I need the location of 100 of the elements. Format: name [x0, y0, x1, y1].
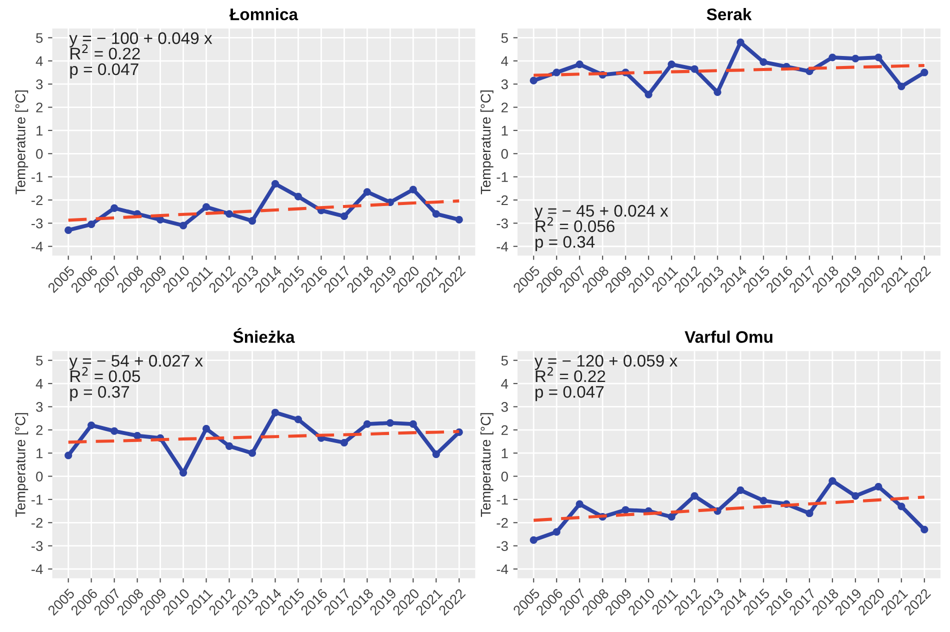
y-tick-label: 2	[36, 102, 43, 112]
point	[828, 477, 836, 485]
point	[202, 424, 210, 433]
line-series	[66, 199, 461, 222]
y-tick-label: 4	[501, 56, 508, 66]
y-tick-label: 5	[501, 356, 508, 366]
point	[202, 203, 210, 211]
point	[110, 204, 118, 212]
point	[530, 536, 538, 544]
y-tick-label: -2	[31, 195, 43, 206]
point	[552, 528, 560, 536]
y-tick-label: -4	[496, 242, 508, 252]
point	[225, 442, 234, 450]
y-tick-label: 0	[501, 148, 508, 159]
point	[363, 188, 372, 196]
point	[340, 212, 348, 220]
annotation: p = 0.047	[70, 63, 138, 78]
point	[271, 180, 280, 188]
y-tick-label: 1	[36, 126, 43, 136]
point	[179, 222, 188, 230]
point	[898, 502, 906, 510]
line-series	[532, 496, 926, 522]
y-tick-label: 4	[36, 56, 43, 66]
point	[668, 60, 676, 68]
point	[340, 438, 348, 446]
point	[644, 90, 652, 98]
point	[760, 496, 768, 504]
y-tick-label: 1	[502, 126, 508, 136]
chart-title: Varful Omu	[684, 330, 772, 343]
chart-title: Łomnica	[229, 8, 298, 20]
y-tick-label: -3	[496, 541, 508, 551]
point	[622, 506, 630, 514]
y-tick-label: 3	[501, 402, 508, 412]
y-tick-label: -3	[31, 541, 43, 551]
y-tick-label: 2	[501, 102, 508, 112]
y-tick-label: 0	[501, 472, 508, 482]
y-tick-label: 5	[36, 33, 43, 43]
point	[874, 482, 882, 491]
point	[668, 513, 676, 521]
point	[852, 54, 860, 62]
point	[248, 449, 256, 457]
y-tick-label: 1	[502, 448, 508, 458]
chart-title: Śnieżka	[233, 328, 295, 343]
point	[690, 65, 698, 73]
y-axis-title: Temperature [°C]	[480, 413, 494, 517]
point	[409, 186, 417, 194]
point	[690, 492, 698, 500]
point	[530, 76, 538, 84]
point	[294, 192, 302, 200]
point	[225, 210, 234, 218]
point	[576, 60, 584, 68]
y-axis-title: Temperature [°C]	[15, 90, 28, 194]
point	[898, 82, 906, 90]
point	[248, 217, 256, 225]
y-tick-label: 4	[36, 379, 43, 389]
point	[455, 216, 463, 224]
annotation: p = 0.047	[536, 386, 604, 402]
y-tick-label: -3	[496, 218, 508, 228]
y-tick-label: -1	[496, 494, 508, 504]
y-tick-label: 1	[36, 448, 43, 458]
y-tick-label: -2	[31, 518, 43, 528]
point	[88, 421, 96, 430]
y-tick-label: -2	[496, 518, 508, 528]
y-tick-label: -1	[31, 494, 43, 504]
point	[432, 210, 440, 218]
point	[736, 38, 744, 46]
y-tick-label: 2	[36, 425, 43, 435]
y-tick-label: 0	[36, 472, 43, 482]
y-axis-title: Temperature [°C]	[15, 413, 28, 517]
point	[386, 419, 394, 427]
y-tick-label: 5	[36, 356, 43, 366]
point	[64, 226, 72, 234]
y-tick-label: -1	[31, 172, 43, 182]
chart-title: Serak	[706, 8, 752, 20]
point	[806, 510, 814, 518]
point	[576, 500, 584, 508]
y-tick-label: 0	[36, 148, 43, 159]
point	[920, 526, 928, 534]
point	[110, 427, 118, 435]
point	[828, 54, 836, 62]
y-tick-label: -4	[31, 242, 43, 252]
point	[64, 452, 72, 460]
y-tick-label: -1	[496, 172, 508, 182]
point	[852, 492, 860, 500]
y-tick-label: 3	[36, 402, 43, 412]
y-tick-label: 3	[36, 79, 43, 90]
y-axis-title: Temperature [°C]	[480, 90, 494, 194]
point	[920, 68, 928, 76]
point	[133, 432, 142, 440]
annotation: p = 0.34	[536, 236, 595, 252]
point	[874, 54, 882, 62]
y-tick-label: -4	[31, 564, 43, 574]
y-tick-label: -3	[31, 218, 43, 228]
y-tick-label: 2	[501, 425, 508, 435]
point	[386, 198, 394, 206]
y-tick-label: 5	[501, 33, 508, 43]
point	[294, 416, 302, 424]
y-tick-label: 3	[501, 79, 508, 90]
point	[88, 220, 96, 228]
point	[363, 420, 372, 428]
